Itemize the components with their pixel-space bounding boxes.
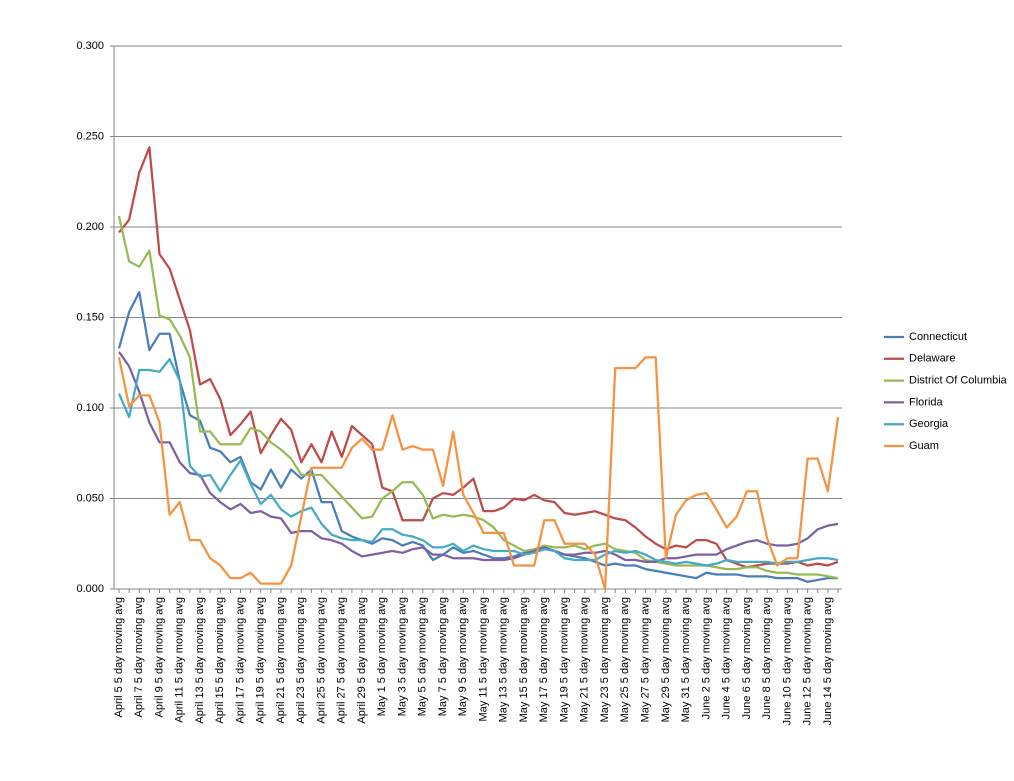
- y-tick-label: 0.200: [76, 221, 104, 233]
- legend-label: Connecticut: [909, 331, 967, 343]
- x-tick-label: May 9 5 day moving avg: [457, 597, 469, 716]
- x-tick-label: May 1 5 day moving avg: [376, 597, 388, 716]
- x-tick-label: April 27 5 day moving avg: [336, 597, 348, 724]
- x-tick-label: May 15 5 day moving avg: [518, 597, 530, 722]
- x-tick-label: May 7 5 day moving avg: [437, 597, 449, 716]
- legend-label: Georgia: [909, 418, 949, 430]
- series-line: [117, 215, 839, 580]
- legend-label: Florida: [909, 396, 944, 408]
- x-tick-label: April 7 5 day moving avg: [133, 597, 145, 717]
- y-tick-label: 0.250: [76, 130, 104, 142]
- y-tick-label: 0.150: [76, 311, 104, 323]
- x-tick-label: April 17 5 day moving avg: [234, 597, 246, 724]
- y-tick-label: 0.000: [76, 583, 104, 595]
- x-tick-label: May 23 5 day moving avg: [599, 597, 611, 722]
- y-tick-label: 0.300: [76, 40, 104, 52]
- x-tick-label: June 2 5 day moving avg: [700, 597, 712, 719]
- x-tick-label: April 25 5 day moving avg: [315, 597, 327, 724]
- x-tick-label: May 11 5 day moving avg: [477, 597, 489, 722]
- series-line: [117, 291, 838, 583]
- x-tick-label: April 23 5 day moving avg: [295, 597, 307, 724]
- x-tick-label: May 13 5 day moving avg: [498, 597, 510, 722]
- y-tick-label: 0.100: [76, 402, 104, 414]
- x-tick-label: May 3 5 day moving avg: [396, 597, 408, 716]
- x-tick-label: April 5 5 day moving avg: [113, 597, 125, 717]
- x-tick-label: May 29 5 day moving avg: [660, 597, 672, 722]
- x-tick-label: June 6 5 day moving avg: [741, 597, 753, 719]
- legend-label: Delaware: [909, 353, 955, 365]
- x-tick-label: June 4 5 day moving avg: [721, 597, 733, 719]
- x-tick-label: April 19 5 day moving avg: [255, 597, 267, 724]
- x-tick-label: April 29 5 day moving avg: [356, 597, 368, 724]
- x-tick-label: May 31 5 day moving avg: [680, 597, 692, 722]
- x-tick-label: June 12 5 day moving avg: [802, 597, 814, 725]
- x-tick-label: April 13 5 day moving avg: [194, 597, 206, 724]
- x-tick-label: April 21 5 day moving avg: [275, 597, 287, 724]
- x-tick-label: April 11 5 day moving avg: [174, 597, 186, 723]
- x-tick-label: April 15 5 day moving avg: [214, 597, 226, 724]
- legend-label: District Of Columbia: [909, 375, 1008, 387]
- x-tick-label: June 14 5 day moving avg: [822, 597, 834, 725]
- legend-label: Guam: [909, 440, 939, 452]
- x-tick-label: May 19 5 day moving avg: [558, 597, 570, 722]
- x-tick-label: April 9 5 day moving avg: [153, 597, 165, 717]
- x-tick-label: June 10 5 day moving avg: [781, 597, 793, 725]
- x-tick-label: May 25 5 day moving avg: [619, 597, 631, 722]
- series-line: [117, 356, 840, 591]
- x-tick-label: May 27 5 day moving avg: [639, 597, 651, 722]
- x-tick-label: June 8 5 day moving avg: [761, 597, 773, 719]
- series-line: [118, 351, 839, 563]
- x-tick-label: May 21 5 day moving avg: [579, 597, 591, 722]
- x-tick-label: May 5 5 day moving avg: [417, 597, 429, 716]
- y-tick-label: 0.050: [76, 492, 104, 504]
- series-line: [118, 146, 839, 569]
- series-line: [117, 358, 839, 567]
- x-tick-label: May 17 5 day moving avg: [538, 597, 550, 722]
